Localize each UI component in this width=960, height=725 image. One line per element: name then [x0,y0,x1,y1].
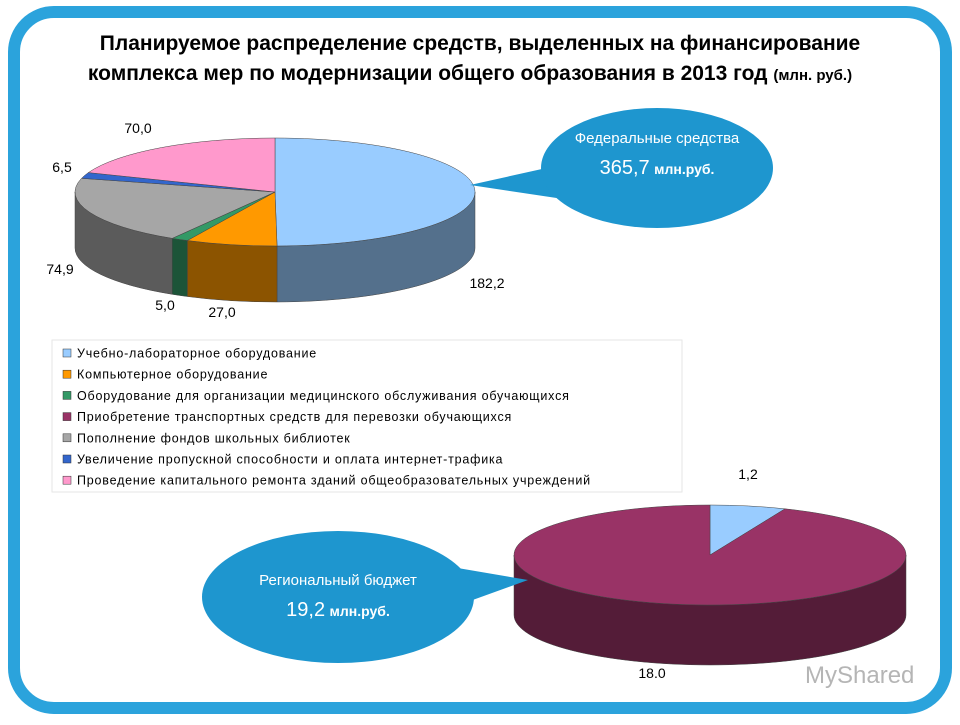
value-label: 74,9 [46,261,73,277]
pie: 182,2 27,0 5,0 74,9 6,5 70,0 [46,120,504,320]
amount: 365,7 [600,157,650,179]
title: Планируемое распределение средств, выдел… [100,32,860,55]
legend-swatch [62,412,72,421]
pie-slice [74,178,276,239]
value-label: 5,0 [155,297,175,313]
callout-bubble [202,531,474,663]
title-line: комплекса мер по модернизации общего обр… [88,62,852,85]
unit: млн.руб. [654,161,714,177]
legend-swatch [62,454,72,464]
legend-swatch [62,348,72,358]
legend-swatch [62,475,72,485]
legend-label: Увеличение пропускной способности и опла… [77,453,503,467]
value-label: 6,5 [52,159,72,175]
pie-slice-side [171,238,188,297]
pie-slice [274,137,476,247]
amount: 19,2 [286,599,325,621]
callout-amount: 19,2 млн.руб. [286,599,390,621]
legend-swatch [62,369,72,379]
legend-label: Пополнение фондов школьных библиотек [77,431,351,445]
title-unit: (млн. руб.) [773,67,852,84]
legend-swatch [62,433,72,443]
legend-label: Учебно-лабораторное оборудование [77,347,317,361]
legend-box [51,339,683,493]
legend-label: Проведение капитального ремонта зданий о… [77,474,591,488]
legend-swatch [62,391,72,400]
charts: 182,2 27,0 5,0 74,9 6,5 70,0 1,2 18.0 [46,120,907,681]
callout-bubble [541,108,773,228]
callout-label: Федеральные средства [575,130,740,147]
pie-slice [513,504,907,606]
value-label: 182,2 [469,275,504,291]
legend: Учебно-лабораторное оборудование Компьюте… [62,347,591,488]
legend-label: Приобретение транспортных средств для пе… [77,410,512,424]
pie: 1,2 18.0 [513,466,907,681]
title-line2: комплекса мер по модернизации общего обр… [88,62,768,85]
unit: млн.руб. [330,603,390,619]
watermark: MyShared [805,662,914,689]
value-label: 70,0 [124,120,151,136]
value-label: 27,0 [208,304,235,320]
callout-amount: 365,7 млн.руб. [600,157,715,179]
pie-slice [87,137,276,193]
legend-label: Компьютерное оборудование [77,368,268,382]
legend-label: Оборудование для организации медицинског… [77,389,570,403]
value-label: 1,2 [738,466,758,482]
pie-slice-side [187,240,278,303]
callout-label: Региональный бюджет [259,572,417,589]
value-label: 18.0 [638,665,665,681]
